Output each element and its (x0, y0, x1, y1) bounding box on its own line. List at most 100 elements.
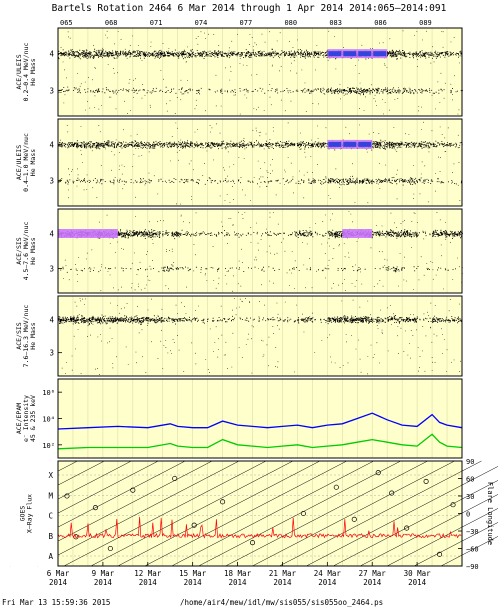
chart-title: Bartels Rotation 2464 6 Mar 2014 through… (52, 3, 447, 14)
ytick-label: 4 (49, 140, 54, 149)
panel-ylabel-line: He Mass (29, 322, 37, 349)
rotation-line (440, 536, 498, 567)
panel-ylabel: ACE/SIS4.5–7.6 MeV/nucHe Mass (15, 222, 37, 281)
density-highlight (58, 229, 373, 238)
panel-3: ACE/SIS4.5–7.6 MeV/nucHe Mass 4 3 (15, 208, 463, 294)
epam-series-line (57, 433, 463, 450)
density-highlight (327, 49, 388, 59)
rotation-line (414, 522, 498, 567)
flare-marker (437, 551, 443, 557)
xtick-year-label: 2014 (363, 578, 382, 587)
xtick-year-label: 2014 (139, 578, 158, 587)
panel-ylabel-line: 45 & 235 keV (29, 395, 37, 442)
ytick-label: 10² (42, 442, 55, 450)
rotation-line (333, 480, 498, 567)
xtick-year-label: 2014 (184, 578, 203, 587)
panel-frame (57, 378, 463, 459)
flare-marker (107, 545, 113, 552)
rotation-line (171, 460, 374, 567)
flare-marker (404, 525, 410, 531)
panel-ylabel-line: He Mass (29, 149, 37, 176)
ytick-label: 3 (49, 177, 54, 186)
ytick-label: 3 (49, 86, 54, 95)
rotation-line (90, 460, 294, 567)
panel-ylabel: ACE/ULEIS0.2–0.4 MeV/nucHe Mass (15, 43, 37, 102)
doy-tick-label: 083 (329, 19, 342, 27)
xtick-year-label: 2014 (408, 578, 427, 587)
flare-marker (220, 499, 226, 505)
doy-tick-label: 080 (284, 19, 297, 27)
panel-background (58, 28, 462, 116)
panel-background (58, 296, 462, 376)
ytick-label: 4 (49, 315, 54, 324)
xray-flux-trace (57, 516, 462, 539)
rotation-line (225, 460, 428, 567)
doy-tick-label: 068 (105, 19, 118, 27)
rotation-line (117, 460, 320, 567)
panel-frame (57, 27, 463, 117)
mask (0, 461, 58, 566)
flare-marker (375, 470, 381, 476)
panel-ylabel: ACE/EPAMe⁻ Intensity45 & 235 keV (15, 395, 37, 442)
ytick-label: 4 (49, 230, 54, 239)
rotation-line (144, 460, 347, 567)
density-cell (342, 229, 358, 238)
rotation-line (36, 460, 240, 567)
y2tick-label: 90 (466, 458, 474, 466)
panel-ylabel-line: ACE/ULEIS (15, 145, 23, 180)
scatter-dots (58, 298, 463, 375)
density-core (343, 51, 357, 57)
density-highlight (327, 139, 373, 149)
panel-ylabel-line: He Mass (29, 237, 37, 264)
xtick-year-label: 2014 (318, 578, 337, 587)
xray-class-label: X (48, 471, 53, 480)
panel-1: ACE/ULEIS0.2–0.4 MeV/nucHe Mass 4 3 (15, 27, 463, 117)
flare-marker (249, 540, 256, 546)
flare-marker (191, 522, 197, 528)
xtick-date-label: 15 Mar (179, 569, 207, 578)
xray-class-label: M (48, 491, 53, 500)
doy-tick-label: 074 (195, 19, 208, 27)
flare-marker (351, 516, 357, 522)
panel-ylabel-line: 0.4–1.0 MeV/nuc (22, 133, 30, 192)
panel-ylabel-line: He Mass (29, 58, 37, 85)
y2tick-label: 30 (466, 493, 474, 501)
doy-tick-label: 071 (150, 19, 163, 27)
flare-marker (389, 490, 395, 496)
panel-ylabel-line: 0.2–0.4 MeV/nuc (22, 43, 30, 102)
xray-class-label: B (48, 532, 53, 541)
xtick-date-label: 9 Mar (92, 569, 115, 578)
xtick-year-label: 2014 (229, 578, 248, 587)
panel-ylabel: GOESX–Ray Flux (19, 494, 34, 533)
panel-background (58, 379, 462, 458)
panel-4: ACE/SIS7.6–16.3 MeV/nucHe Mass 4 3 (15, 295, 463, 377)
flare-marker (450, 502, 456, 508)
panel-ylabel-line: X–Ray Flux (26, 494, 34, 533)
rotation-line (252, 460, 455, 567)
rotation-line (360, 494, 498, 567)
panel-background (58, 209, 462, 293)
scatter-points (58, 298, 463, 375)
panel-5: ACE/EPAMe⁻ Intensity45 & 235 keV 10⁶ 10⁴ 10… (15, 378, 463, 459)
xtick-date-label: 27 Mar (359, 569, 387, 578)
density-core (328, 141, 342, 147)
xtick-year-label: 2014 (94, 578, 113, 587)
panels: ACE/ULEIS0.2–0.4 MeV/nucHe Mass43ACE/ULE… (0, 27, 498, 571)
density-core (373, 51, 387, 57)
rotation-line (387, 508, 498, 567)
ytick-label: 3 (49, 265, 54, 274)
panel-frame (57, 460, 463, 567)
epam-series-line (57, 412, 463, 430)
doy-tick-label: 089 (419, 19, 432, 27)
panel-ylabel: ACE/SIS7.6–16.3 MeV/nucHe Mass (15, 305, 37, 368)
xtick-date-label: 18 Mar (224, 569, 252, 578)
density-cell (58, 229, 73, 238)
doy-tick-label: 065 (60, 19, 73, 27)
panel-ylabel-line: 4.5–7.6 MeV/nuc (22, 222, 30, 281)
xtick-date-label: 12 Mar (134, 569, 162, 578)
panel-ylabel-line: e⁻ Intensity (22, 395, 30, 442)
xtick-year-label: 2014 (273, 578, 292, 587)
density-cell (87, 229, 103, 238)
